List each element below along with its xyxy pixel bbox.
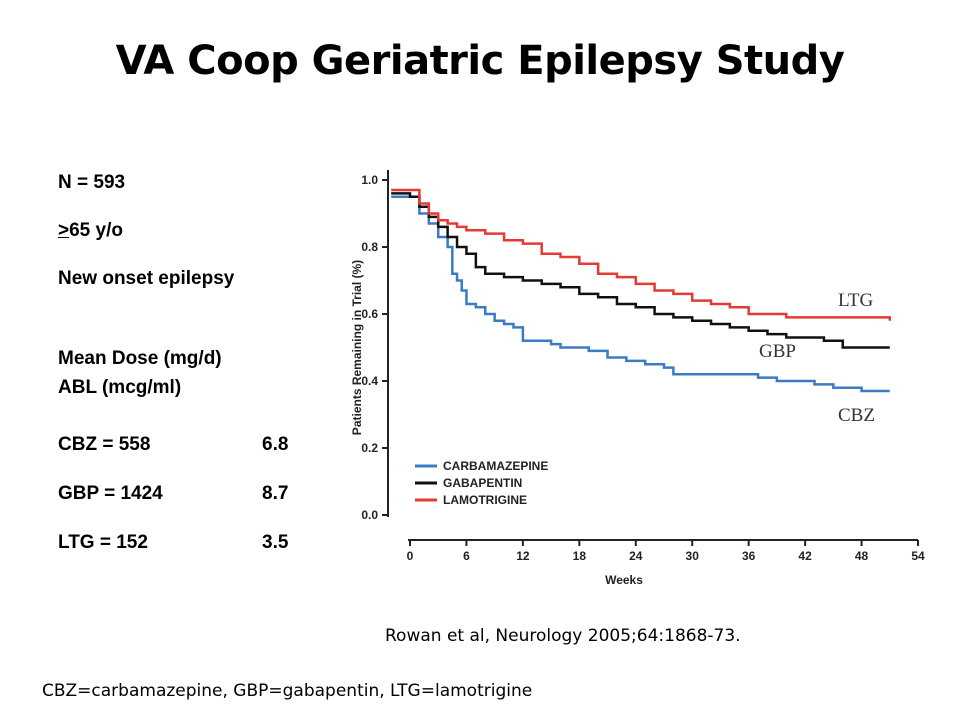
y-tick-label: 1.0: [361, 173, 378, 187]
x-tick-label: 54: [911, 549, 925, 563]
onset-criterion: New onset epilepsy: [58, 268, 235, 289]
x-tick-label: 6: [463, 549, 470, 563]
x-tick-label: 12: [516, 549, 530, 563]
x-axis-label: Weeks: [605, 573, 643, 587]
legend-label-lamotrigine: LAMOTRIGINE: [443, 493, 527, 507]
series-line-carbamazepine: [391, 195, 890, 393]
dose-label-ltg: LTG = 152: [58, 532, 148, 553]
series-annotation-gbp: GBP: [759, 341, 796, 362]
citation: Rowan et al, Neurology 2005;64:1868-73.: [385, 626, 741, 646]
age-rest: 65 y/o: [69, 220, 123, 241]
slide-title: VA Coop Geriatric Epilepsy Study: [115, 38, 845, 84]
x-tick-label: 48: [855, 549, 869, 563]
dose-label-gbp: GBP = 1424: [58, 483, 163, 504]
x-tick-label: 30: [686, 549, 700, 563]
age-prefix: >: [58, 220, 70, 241]
abl-cbz: 6.8: [262, 434, 289, 455]
abl-gbp: 8.7: [262, 483, 289, 504]
legend-label-carbamazepine: CARBAMAZEPINE: [443, 459, 548, 473]
age-criterion: >65 y/o: [58, 220, 123, 242]
y-tick-label: 0.0: [361, 508, 378, 522]
series-annotation-ltg: LTG: [838, 290, 873, 311]
series-annotation-cbz: CBZ: [838, 405, 875, 426]
x-tick-label: 42: [798, 549, 812, 563]
sample-size: N = 593: [58, 172, 126, 193]
dose-label-cbz: CBZ = 558: [58, 434, 151, 455]
x-tick-label: 0: [407, 549, 414, 563]
y-tick-label: 0.6: [361, 307, 378, 321]
footnote: CBZ=carbamazepine, GBP=gabapentin, LTG=l…: [42, 681, 533, 701]
y-tick-label: 0.4: [361, 374, 378, 388]
dose-header-1: Mean Dose (mg/d): [58, 348, 222, 369]
abl-ltg: 3.5: [262, 532, 289, 553]
x-tick-label: 18: [573, 549, 587, 563]
series-line-lamotrigine: [391, 188, 892, 321]
y-tick-label: 0.2: [361, 441, 378, 455]
y-axis-label: Patients Remaining in Trial (%): [350, 260, 364, 435]
series-line-gabapentin: [391, 192, 890, 349]
legend-label-gabapentin: GABAPENTIN: [443, 476, 522, 490]
x-tick-label: 24: [629, 549, 643, 563]
x-tick-label: 36: [742, 549, 756, 563]
dose-header-2: ABL (mcg/ml): [58, 377, 182, 398]
y-tick-label: 0.8: [361, 240, 378, 254]
